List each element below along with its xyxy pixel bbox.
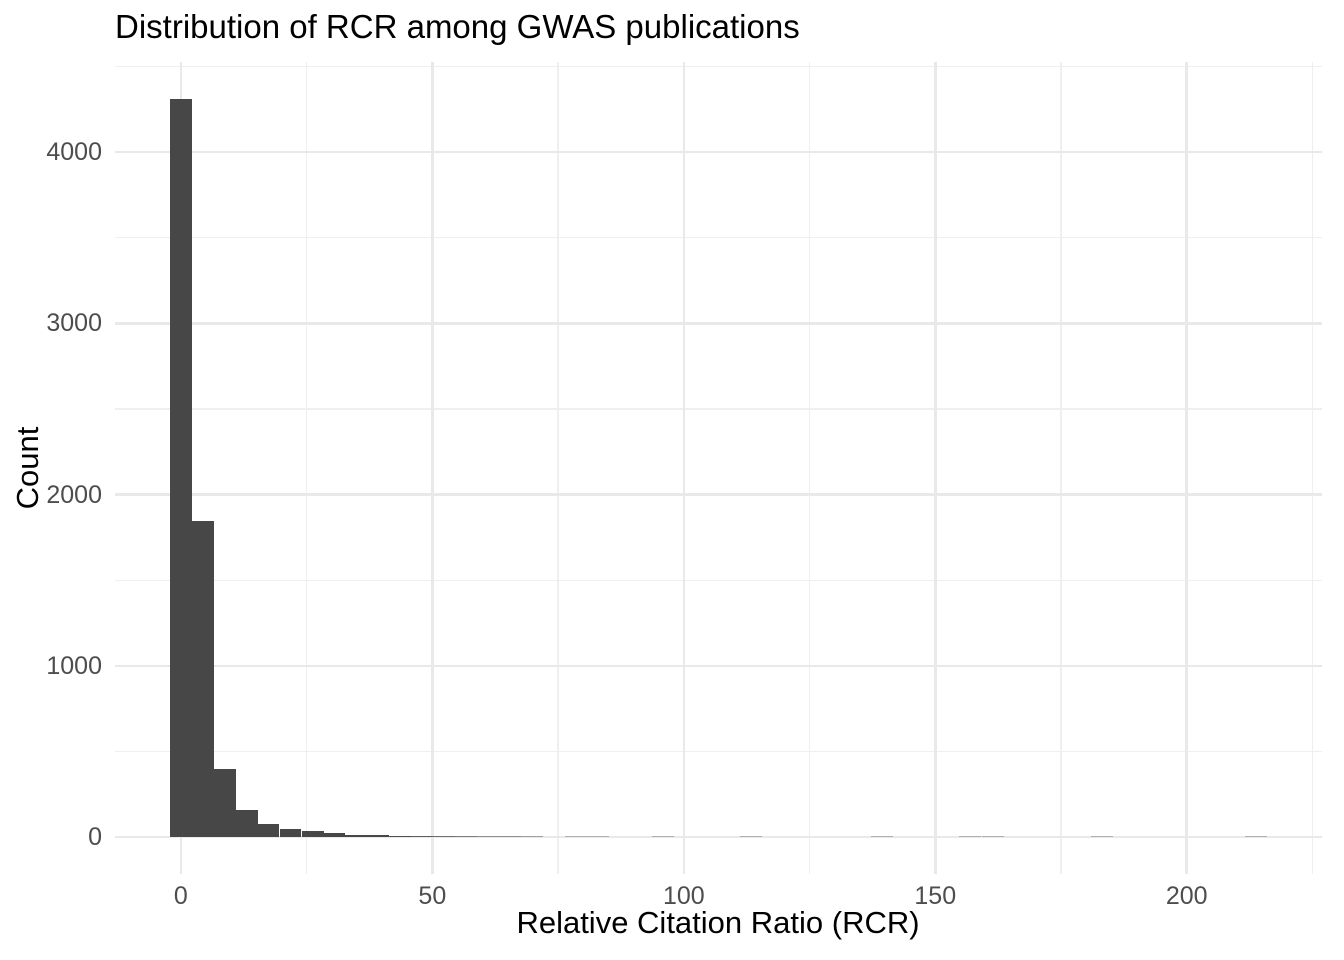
histogram-bar [213, 768, 236, 838]
x-major-gridline [431, 62, 434, 874]
x-tick-label: 50 [418, 882, 447, 910]
y-tick-label: 2000 [46, 480, 102, 509]
y-major-gridline [115, 493, 1322, 496]
histogram-bar [257, 824, 280, 838]
histogram-bar [235, 810, 258, 838]
x-tick-label: 200 [1165, 882, 1208, 910]
y-major-gridline [115, 664, 1322, 668]
y-minor-gridline [115, 579, 1322, 581]
histogram-bar [192, 521, 214, 838]
histogram-bar [959, 835, 982, 838]
histogram-bar [323, 833, 346, 838]
plot-title: Distribution of RCR among GWAS publicati… [115, 8, 800, 45]
y-tick-label: 0 [88, 823, 102, 852]
histogram-bar [740, 835, 763, 838]
histogram-bar [301, 831, 324, 838]
x-tick-label: 0 [173, 882, 188, 910]
y-tick-label: 4000 [46, 138, 102, 166]
x-minor-gridline [557, 62, 559, 874]
histogram-bar [1244, 835, 1267, 838]
y-minor-gridline [115, 750, 1322, 753]
x-major-gridline [1185, 62, 1188, 874]
x-tick-label: 150 [914, 882, 957, 910]
histogram-bar [981, 835, 1004, 838]
histogram-bar [389, 835, 412, 838]
y-minor-gridline [115, 236, 1322, 239]
y-minor-gridline [115, 65, 1322, 67]
histogram-bar [279, 828, 302, 838]
y-major-gridline [115, 150, 1322, 154]
x-axis-title: Relative Citation Ratio (RCR) [516, 905, 920, 940]
histogram-bar [169, 98, 192, 838]
y-minor-gridline [115, 408, 1322, 410]
y-tick-label: 3000 [46, 309, 102, 338]
histogram-bar [520, 835, 543, 838]
histogram-bar [871, 835, 894, 838]
histogram-bar [1091, 835, 1114, 838]
x-minor-gridline [808, 62, 811, 874]
x-tick-label: 100 [662, 882, 705, 910]
y-major-gridline [115, 835, 1322, 839]
histogram-bar [367, 835, 389, 838]
histogram-bar [586, 835, 609, 838]
x-minor-gridline [1311, 62, 1314, 874]
histogram-bar [345, 834, 368, 838]
histogram-bar [564, 835, 587, 838]
x-minor-gridline [1060, 62, 1062, 874]
x-minor-gridline [305, 62, 308, 874]
histogram-bar [498, 835, 521, 838]
x-major-gridline [682, 62, 686, 874]
histogram-bar [411, 835, 434, 838]
x-major-gridline [934, 62, 937, 874]
histogram-bar [477, 835, 500, 838]
histogram-bar [455, 835, 477, 838]
histogram-bar [652, 835, 675, 838]
histogram-bar [432, 835, 455, 838]
y-major-gridline [115, 322, 1322, 325]
y-tick-label: 1000 [46, 651, 102, 680]
